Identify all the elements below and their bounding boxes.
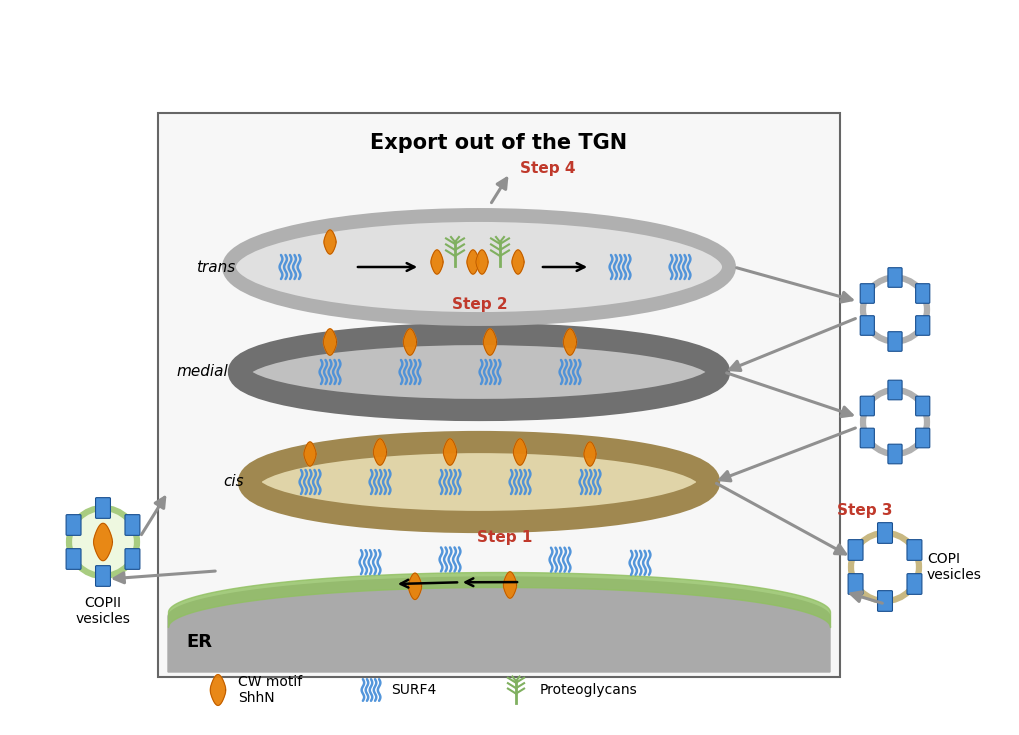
Ellipse shape xyxy=(229,215,729,319)
Text: ER: ER xyxy=(185,633,212,651)
Circle shape xyxy=(862,390,926,454)
FancyBboxPatch shape xyxy=(859,284,873,304)
Polygon shape xyxy=(168,577,829,672)
FancyBboxPatch shape xyxy=(847,573,862,595)
Polygon shape xyxy=(584,442,595,466)
Text: Export out of the TGN: Export out of the TGN xyxy=(370,133,627,153)
Text: SURF4: SURF4 xyxy=(390,683,436,697)
Polygon shape xyxy=(467,250,479,274)
Polygon shape xyxy=(476,250,487,274)
Ellipse shape xyxy=(238,334,718,410)
FancyBboxPatch shape xyxy=(859,429,873,448)
FancyBboxPatch shape xyxy=(66,548,81,570)
FancyBboxPatch shape xyxy=(125,514,140,535)
FancyBboxPatch shape xyxy=(125,548,140,570)
Polygon shape xyxy=(210,675,225,706)
Polygon shape xyxy=(94,523,112,561)
FancyBboxPatch shape xyxy=(915,284,929,304)
FancyBboxPatch shape xyxy=(876,591,892,612)
FancyBboxPatch shape xyxy=(915,429,929,448)
Polygon shape xyxy=(403,329,416,355)
FancyBboxPatch shape xyxy=(915,396,929,416)
Circle shape xyxy=(862,278,926,342)
Text: trans: trans xyxy=(196,259,235,274)
Ellipse shape xyxy=(249,442,708,522)
Text: medial: medial xyxy=(176,365,227,379)
Polygon shape xyxy=(562,329,576,355)
Text: cis: cis xyxy=(223,475,244,490)
FancyBboxPatch shape xyxy=(888,268,901,287)
FancyBboxPatch shape xyxy=(915,316,929,335)
Polygon shape xyxy=(483,329,496,355)
FancyBboxPatch shape xyxy=(847,539,862,560)
FancyBboxPatch shape xyxy=(888,331,901,351)
FancyBboxPatch shape xyxy=(859,316,873,335)
Text: Step 3: Step 3 xyxy=(837,503,892,518)
Text: COPII
vesicles: COPII vesicles xyxy=(75,596,130,626)
Text: Step 4: Step 4 xyxy=(520,160,575,176)
FancyBboxPatch shape xyxy=(96,498,110,518)
FancyBboxPatch shape xyxy=(888,444,901,464)
FancyBboxPatch shape xyxy=(859,396,873,416)
Polygon shape xyxy=(431,250,442,274)
Polygon shape xyxy=(503,572,516,598)
Polygon shape xyxy=(324,230,335,254)
Circle shape xyxy=(850,533,918,601)
Text: Step 2: Step 2 xyxy=(451,297,507,312)
FancyBboxPatch shape xyxy=(96,566,110,587)
Polygon shape xyxy=(513,439,526,465)
FancyBboxPatch shape xyxy=(906,573,921,595)
Text: CW motif
ShhN: CW motif ShhN xyxy=(237,675,302,705)
Polygon shape xyxy=(323,329,336,355)
Polygon shape xyxy=(512,250,524,274)
Text: Proteoglycans: Proteoglycans xyxy=(539,683,637,697)
FancyBboxPatch shape xyxy=(66,514,81,535)
Polygon shape xyxy=(408,573,421,600)
FancyBboxPatch shape xyxy=(906,539,921,560)
Polygon shape xyxy=(373,439,386,465)
FancyBboxPatch shape xyxy=(876,523,892,543)
Polygon shape xyxy=(304,442,316,466)
Text: Step 1: Step 1 xyxy=(477,530,532,545)
Circle shape xyxy=(69,508,137,576)
Text: COPI
vesicles: COPI vesicles xyxy=(926,552,981,582)
FancyBboxPatch shape xyxy=(158,113,840,677)
FancyBboxPatch shape xyxy=(888,380,901,400)
Polygon shape xyxy=(443,439,457,465)
